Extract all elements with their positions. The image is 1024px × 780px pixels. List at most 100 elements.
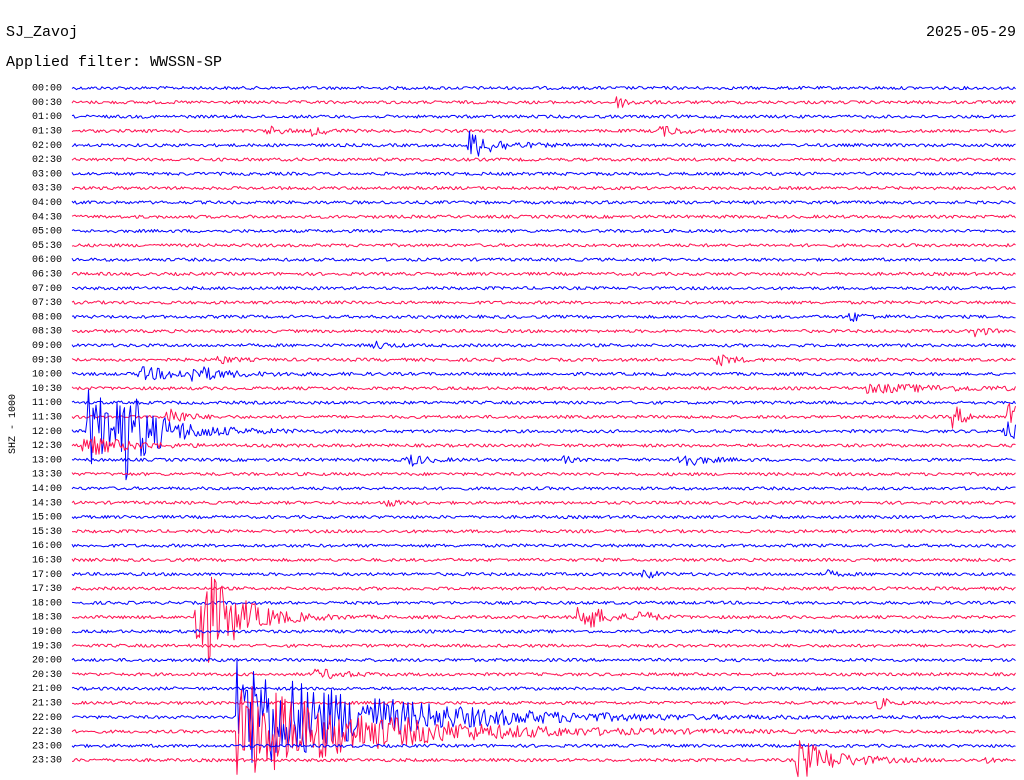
trace [72,286,1016,291]
trace [71,657,1016,663]
trace [71,200,1016,205]
trace [71,171,1016,176]
trace [71,114,1016,119]
trace [71,366,1016,382]
row-label: 14:00 [32,484,62,495]
trace [71,543,1016,548]
row-label: 06:30 [32,270,62,281]
trace [71,472,1016,477]
filter-label: Applied filter: WWSSN-SP [6,54,222,71]
trace [71,403,1016,429]
row-label: 11:30 [32,413,62,424]
trace [71,499,1016,507]
row-label: 18:00 [32,598,62,609]
trace [72,698,1016,710]
trace [71,96,1016,109]
trace [71,629,1016,634]
row-label: 22:30 [32,727,62,738]
trace [71,686,1016,775]
row-label: 18:30 [32,613,62,624]
row-label: 10:30 [32,384,62,395]
row-label: 10:00 [32,370,62,381]
row-label: 23:30 [32,756,62,767]
row-label: 15:00 [32,513,62,524]
row-label: 15:30 [32,527,62,538]
trace [71,436,1016,455]
trace [71,668,1016,679]
trace [71,529,1016,534]
trace [71,643,1016,648]
row-label: 09:00 [32,341,62,352]
trace [71,157,1016,162]
trace [71,383,1016,394]
row-label: 12:00 [32,427,62,438]
row-label: 07:30 [32,298,62,309]
row-label: 13:30 [32,470,62,481]
trace [71,486,1016,491]
row-label: 02:00 [32,141,62,152]
row-label: 08:00 [32,312,62,323]
row-label: 00:30 [32,98,62,109]
traces [71,85,1016,778]
trace [71,130,1016,157]
trace [71,85,1016,91]
trace [71,243,1016,248]
trace [71,576,1016,663]
row-label: 04:00 [32,198,62,209]
trace [71,659,1016,763]
row-label: 03:00 [32,169,62,180]
row-label: 19:00 [32,627,62,638]
row-label: 08:30 [32,327,62,338]
row-label: 17:30 [32,584,62,595]
trace [71,328,1016,338]
row-label: 07:00 [32,284,62,295]
trace [71,340,1016,350]
trace [71,586,1016,591]
trace [71,740,1016,778]
row-label: 12:30 [32,441,62,452]
row-label: 06:00 [32,255,62,266]
trace [71,400,1016,405]
row-label: 11:00 [32,398,62,409]
trace [71,312,1016,322]
trace [71,257,1016,262]
trace [71,271,1016,276]
row-label: 21:30 [32,699,62,710]
row-label: 19:30 [32,641,62,652]
trace [71,454,1016,467]
trace [71,686,1016,691]
trace [71,228,1016,234]
row-label: 09:30 [32,355,62,366]
trace [71,743,1016,748]
row-label: 20:00 [32,656,62,667]
trace [71,214,1016,219]
trace [71,389,1016,481]
row-label: 01:00 [32,112,62,123]
row-label: 16:30 [32,556,62,567]
row-label: 16:00 [32,541,62,552]
row-label: 01:30 [32,127,62,138]
row-label: 05:00 [32,227,62,238]
trace [71,514,1016,520]
row-label: 23:00 [32,741,62,752]
row-label: 22:00 [32,713,62,724]
trace [71,600,1016,605]
date: 2025-05-29 [926,24,1016,41]
row-label: 03:30 [32,184,62,195]
trace [71,125,1016,137]
channel-label: SHZ - 1000 [8,394,19,454]
row-label: 14:30 [32,498,62,509]
trace [71,186,1016,191]
row-label: 21:00 [32,684,62,695]
trace [71,300,1016,305]
row-label: 17:00 [32,570,62,581]
station-name: SJ_Zavoj [6,24,78,41]
trace [71,354,1016,367]
row-label: 02:30 [32,155,62,166]
trace [71,569,1016,579]
row-label: 05:30 [32,241,62,252]
trace [71,557,1016,562]
row-label: 13:00 [32,455,62,466]
